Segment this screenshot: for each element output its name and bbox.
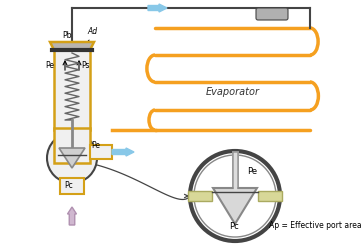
FancyArrow shape	[148, 4, 167, 12]
Bar	[54, 50, 90, 130]
Bar	[188, 191, 212, 201]
Bar	[54, 128, 90, 163]
Text: Pb: Pb	[62, 31, 72, 40]
Text: Pe: Pe	[45, 61, 54, 70]
Text: Ps: Ps	[81, 61, 90, 70]
Bar	[90, 145, 112, 159]
Text: Ad: Ad	[87, 27, 97, 36]
Circle shape	[194, 155, 276, 237]
Polygon shape	[50, 42, 94, 50]
Text: Pc: Pc	[64, 181, 73, 190]
Text: Ap = Effective port area: Ap = Effective port area	[269, 221, 362, 230]
Bar	[60, 178, 84, 194]
Text: Pe: Pe	[247, 167, 257, 176]
Text: Pe: Pe	[91, 141, 100, 150]
Circle shape	[47, 133, 97, 183]
Polygon shape	[59, 148, 85, 168]
Polygon shape	[213, 188, 257, 224]
Text: Evaporator: Evaporator	[205, 87, 260, 97]
FancyArrow shape	[112, 148, 134, 156]
FancyArrow shape	[68, 207, 77, 225]
Text: Pc: Pc	[229, 222, 239, 231]
Bar	[258, 191, 282, 201]
Circle shape	[190, 151, 280, 241]
FancyBboxPatch shape	[256, 8, 288, 20]
